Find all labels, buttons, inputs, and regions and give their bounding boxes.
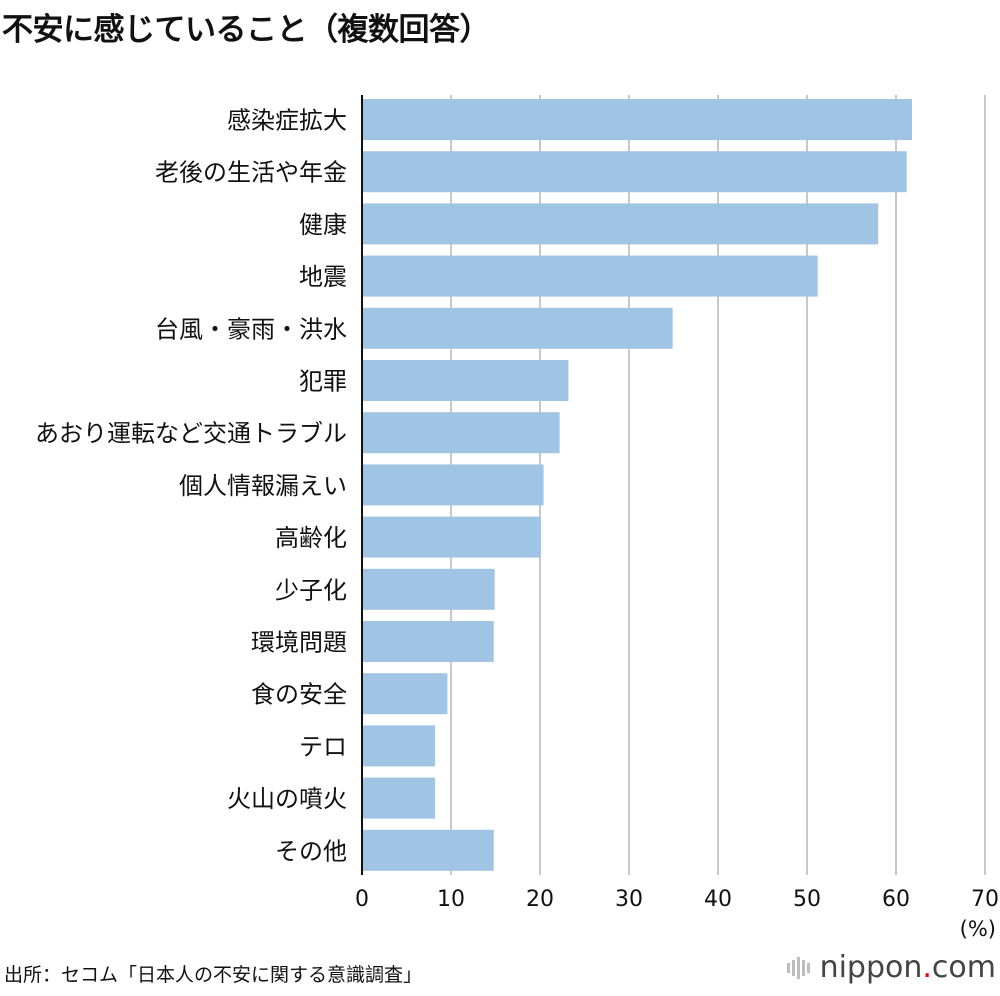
nippon-logo: nippon. com <box>786 950 996 985</box>
bar <box>362 307 673 349</box>
category-label: 個人情報漏えい <box>179 472 347 500</box>
bar <box>362 464 544 506</box>
source-note: 出所：セコム「日本人の不安に関する意識調査」 <box>4 964 423 986</box>
bar <box>362 516 541 558</box>
category-label: 犯罪 <box>299 368 347 396</box>
category-label: 高齢化 <box>275 524 347 552</box>
bar <box>362 829 494 871</box>
category-label: 火山の噴火 <box>227 785 347 813</box>
bar <box>362 725 435 767</box>
x-tick-label: 20 <box>526 887 554 912</box>
x-tick-label: 40 <box>704 887 732 912</box>
category-label: 少子化 <box>275 576 347 604</box>
category-label: あおり運転など交通トラブル <box>35 420 347 448</box>
logo-bars-icon <box>786 956 812 979</box>
x-tick-label: 50 <box>793 887 821 912</box>
category-label: 台風・豪雨・洪水 <box>155 315 347 343</box>
category-label: 食の安全 <box>251 681 347 709</box>
bar-chart: 感染症拡大老後の生活や年金健康地震台風・豪雨・洪水犯罪あおり運転など交通トラブル… <box>35 95 999 941</box>
logo-name: nippon <box>819 950 923 985</box>
bar <box>362 255 818 297</box>
category-label: 健康 <box>299 211 347 239</box>
logo-dot: . <box>922 950 932 985</box>
category-label: その他 <box>275 837 347 865</box>
bar <box>362 777 435 819</box>
chart-title: 不安に感じていること（複数回答） <box>2 12 491 48</box>
x-tick-label: 70 <box>971 887 999 912</box>
bar <box>362 568 495 610</box>
x-tick-label: 60 <box>882 887 910 912</box>
category-label: 感染症拡大 <box>227 107 347 135</box>
x-tick-label: 30 <box>615 887 643 912</box>
logo-suffix: com <box>931 950 996 985</box>
bar <box>362 99 913 140</box>
bar <box>362 621 494 662</box>
category-label: 地震 <box>299 263 347 291</box>
bar <box>362 151 907 193</box>
bar <box>362 673 448 715</box>
bar <box>362 412 560 454</box>
category-label: テロ <box>299 733 347 761</box>
category-label: 環境問題 <box>251 629 347 657</box>
category-label: 老後の生活や年金 <box>155 159 347 187</box>
bar <box>362 203 879 245</box>
x-tick-label: 0 <box>355 887 369 912</box>
x-unit-label: (%) <box>960 917 996 941</box>
x-tick-label: 10 <box>437 887 465 912</box>
bar <box>362 360 569 401</box>
